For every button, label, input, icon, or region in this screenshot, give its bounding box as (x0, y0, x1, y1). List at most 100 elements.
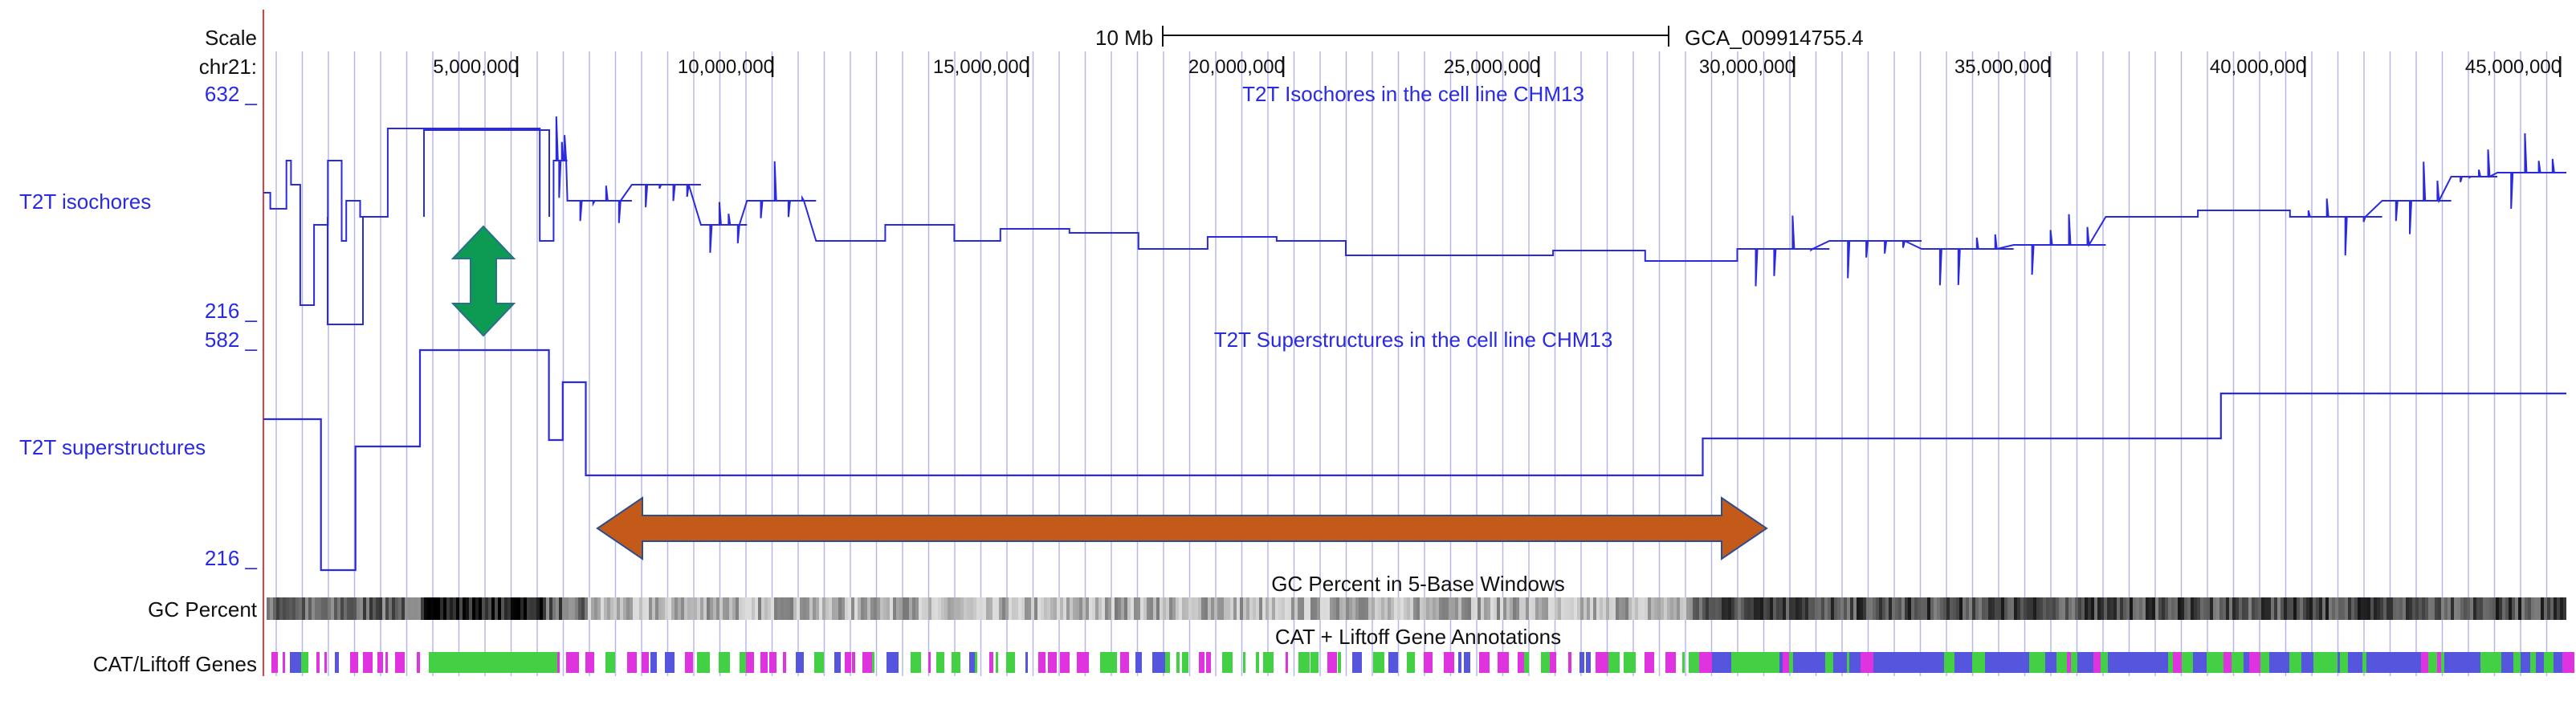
gc-bar (2200, 597, 2203, 620)
superstructures-min-label: 216 _ (204, 546, 257, 570)
gc-bar (572, 597, 575, 620)
gc-bar (1763, 597, 1767, 620)
gc-bar (1208, 597, 1211, 620)
gc-bar (1095, 597, 1098, 620)
gc-bar (2403, 597, 2406, 620)
gc-bar (2081, 597, 2085, 620)
gc-bar (983, 597, 986, 620)
gc-bar (2313, 597, 2316, 620)
gc-bar (1995, 597, 1998, 620)
genes-track-label[interactable]: CAT/Liftoff Genes (92, 652, 257, 676)
gene-feature (1286, 652, 1288, 673)
gc-bar (1330, 597, 1333, 620)
gc-bar (935, 597, 938, 620)
gc-bar (1481, 597, 1484, 620)
gene-feature (506, 652, 519, 673)
gc-bar (1246, 597, 1249, 620)
gc-bar (867, 597, 870, 620)
gc-bar (1812, 597, 1815, 620)
gc-bar (1317, 597, 1320, 620)
gc-bar (777, 597, 781, 620)
gc-bar (491, 597, 495, 620)
gc-bar (681, 597, 684, 620)
gc-bar (1034, 597, 1037, 620)
gc-bar (1776, 597, 1779, 620)
gc-bar (703, 597, 707, 620)
gc-bar (697, 597, 700, 620)
gc-bar (906, 597, 909, 620)
gc-bar (2550, 597, 2554, 620)
gene-feature (363, 652, 373, 673)
gc-bar (684, 597, 687, 620)
gene-feature (783, 652, 786, 673)
isochores-track-label[interactable]: T2T isochores (19, 190, 152, 214)
gc-bar (1734, 597, 1738, 620)
gc-bar (2409, 597, 2412, 620)
gc-bar (723, 597, 726, 620)
gc-bar (1198, 597, 1201, 620)
gc-bar (585, 597, 588, 620)
gc-track-label[interactable]: GC Percent (148, 597, 257, 622)
gc-bar (1889, 597, 1892, 620)
gc-bar (353, 597, 357, 620)
gc-bar (1834, 597, 1837, 620)
gc-bar (1018, 597, 1021, 620)
gc-bar (369, 597, 373, 620)
gene-feature (697, 652, 710, 673)
gc-bar (1751, 597, 1754, 620)
gc-bar (2171, 597, 2175, 620)
genes-track-title: CAT + Liftoff Gene Annotations (1274, 625, 1562, 649)
gc-bar (2396, 597, 2399, 620)
gc-bar (1426, 597, 1429, 620)
gc-bar (1555, 597, 1558, 620)
gc-bar (1831, 597, 1834, 620)
gene-feature (852, 652, 855, 673)
gene-feature (1464, 652, 1470, 673)
gc-bar (1375, 597, 1378, 620)
gc-bar (1956, 597, 1959, 620)
gc-bar (2194, 597, 2197, 620)
gc-bar (556, 597, 559, 620)
gene-feature (2513, 652, 2521, 673)
gc-bar (1918, 597, 1921, 620)
gc-bar (864, 597, 867, 620)
gc-bar (2203, 597, 2207, 620)
gc-bar (2242, 597, 2245, 620)
gc-bar (2004, 597, 2007, 620)
gc-bar (915, 597, 919, 620)
gene-feature (814, 652, 824, 673)
gc-bar (360, 597, 363, 620)
gc-bar (1876, 597, 1879, 620)
gc-bar (925, 597, 928, 620)
gene-feature (2249, 652, 2260, 673)
gene-feature (2199, 652, 2207, 673)
gc-bar (2046, 597, 2049, 620)
gene-feature (769, 652, 776, 673)
gc-bar (617, 597, 620, 620)
gc-bar (1998, 597, 2001, 620)
gc-bar (1860, 597, 1863, 620)
gc-bar (2091, 597, 2094, 620)
gc-bar (1779, 597, 1783, 620)
gc-bar (1298, 597, 1301, 620)
gc-bar (736, 597, 739, 620)
gc-bar (440, 597, 443, 620)
gene-feature (845, 652, 851, 673)
gc-bar (1333, 597, 1336, 620)
gc-bar (453, 597, 456, 620)
gc-bar (2557, 597, 2560, 620)
gc-bar (2030, 597, 2033, 620)
gc-bar (2492, 597, 2496, 620)
gc-bar (2342, 597, 2345, 620)
gc-bar (1066, 597, 1070, 620)
gene-feature (1222, 652, 1233, 673)
gc-bar (2457, 597, 2460, 620)
gc-bar (1404, 597, 1407, 620)
gc-bar (1111, 597, 1115, 620)
gc-bar (909, 597, 912, 620)
gene-feature (2034, 652, 2039, 673)
gene-feature (1789, 652, 1793, 673)
gc-bar (620, 597, 623, 620)
gc-bar (1433, 597, 1436, 620)
superstructures-track-label[interactable]: T2T superstructures (19, 435, 206, 459)
